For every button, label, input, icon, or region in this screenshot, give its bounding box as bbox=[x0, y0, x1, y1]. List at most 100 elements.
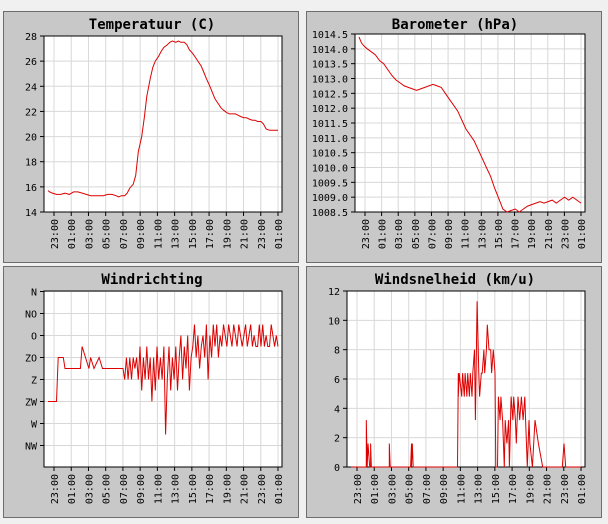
y-tick-label: 8 bbox=[334, 346, 340, 357]
y-tick-label: 12 bbox=[328, 287, 340, 298]
x-tick-label: 15:00 bbox=[491, 474, 502, 504]
x-tick-label: 01:00 bbox=[274, 474, 285, 504]
series-line bbox=[351, 301, 581, 468]
y-tick-label: 10 bbox=[328, 316, 340, 327]
plot-border bbox=[43, 290, 283, 468]
x-tick-label: 21:00 bbox=[544, 219, 555, 249]
y-tick-label: 2 bbox=[334, 434, 340, 445]
temperature-chart: Temperatuur (C) 14 16 18 20 22 24 26 28 23:00 01:0… bbox=[25, 17, 285, 249]
x-tick-label: 07:00 bbox=[422, 474, 433, 504]
x-tick-label: 11:00 bbox=[153, 474, 164, 504]
y-tick-label: 1012.5 bbox=[312, 89, 348, 100]
x-tick-label: 13:00 bbox=[171, 219, 182, 249]
x-tick-label: 09:00 bbox=[439, 474, 450, 504]
y-tick-label: 28 bbox=[25, 32, 37, 43]
plot-border bbox=[43, 35, 283, 213]
x-tick-label: 21:00 bbox=[543, 474, 554, 504]
wind-speed-panel: Windsnelheid (km/u) 0 2 4 6 8 10 12 23:00 01:00 03… bbox=[306, 266, 602, 518]
wind-direction-panel: Windrichting N NO O ZO Z ZW W NW 23:00 01:00 03:00 0… bbox=[3, 266, 299, 518]
barometer-chart: Barometer (hPa) 1008.5 1009.0 1009.5 1010.0 1… bbox=[312, 17, 588, 249]
x-tick-label: 03:00 bbox=[387, 474, 398, 504]
x-tick-label: 11:00 bbox=[153, 219, 164, 249]
grid bbox=[44, 291, 282, 467]
y-tick-label: 6 bbox=[334, 375, 340, 386]
plot-border bbox=[346, 290, 586, 468]
x-tick-label: 23:00 bbox=[560, 219, 571, 249]
plot-area bbox=[43, 35, 283, 213]
x-tick-label: 03:00 bbox=[84, 474, 95, 504]
x-tick-label: 13:00 bbox=[171, 474, 182, 504]
x-tick-label: 17:00 bbox=[508, 474, 519, 504]
x-tick-label: 17:00 bbox=[205, 474, 216, 504]
x-tick-label: 19:00 bbox=[222, 474, 233, 504]
x-tick-label: 23:00 bbox=[257, 219, 268, 249]
y-tick-label: 1014.0 bbox=[312, 45, 348, 56]
x-tick-label: 11:00 bbox=[456, 474, 467, 504]
x-tick-label: 21:00 bbox=[240, 219, 251, 249]
x-tick-label: 15:00 bbox=[494, 219, 505, 249]
y-tick-label: 1013.0 bbox=[312, 75, 348, 86]
y-tick-label: 1013.5 bbox=[312, 60, 348, 71]
x-tick-label: 17:00 bbox=[205, 219, 216, 249]
x-tick-label: 13:00 bbox=[477, 219, 488, 249]
chart-title: Barometer (hPa) bbox=[392, 17, 518, 33]
x-tick-label: 05:00 bbox=[405, 474, 416, 504]
x-tick-label: 05:00 bbox=[102, 219, 113, 249]
y-tick-label: 18 bbox=[25, 158, 37, 169]
x-tick-label: 17:00 bbox=[511, 219, 522, 249]
x-tick-label: 21:00 bbox=[240, 474, 251, 504]
y-tick-label: N bbox=[31, 288, 37, 299]
series-line bbox=[358, 36, 582, 213]
temperature-panel: Temperatuur (C) 14 16 18 20 22 24 26 28 23:00 01:0… bbox=[3, 11, 299, 263]
series-line bbox=[48, 324, 279, 435]
y-tick-label: 22 bbox=[25, 107, 37, 118]
barometer-panel: Barometer (hPa) 1008.5 1009.0 1009.5 1010.0 1… bbox=[306, 11, 602, 263]
y-tick-label: 1010.0 bbox=[312, 164, 348, 175]
y-tick-label: ZW bbox=[25, 398, 38, 409]
chart-title: Windrichting bbox=[101, 272, 202, 288]
x-tick-label: 01:00 bbox=[67, 219, 78, 249]
x-tick-label: 19:00 bbox=[527, 219, 538, 249]
y-tick-label: 0 bbox=[334, 463, 340, 474]
wind-speed-chart: Windsnelheid (km/u) 0 2 4 6 8 10 12 23:00 01:00 03… bbox=[328, 272, 588, 504]
y-tick-label: W bbox=[31, 420, 38, 431]
x-tick-label: 19:00 bbox=[222, 219, 233, 249]
x-tick-label: 03:00 bbox=[84, 219, 95, 249]
y-tick-label: 1014.5 bbox=[312, 30, 348, 41]
series-line bbox=[47, 40, 278, 198]
y-tick-label: NW bbox=[25, 442, 38, 453]
wind-direction-chart: Windrichting N NO O ZO Z ZW W NW 23:00 01:00 03:00 0… bbox=[25, 272, 285, 504]
y-tick-label: 1012.0 bbox=[312, 104, 348, 115]
x-tick-label: 23:00 bbox=[50, 474, 61, 504]
chart-title: Temperatuur (C) bbox=[89, 17, 215, 33]
x-tick-label: 05:00 bbox=[102, 474, 113, 504]
x-tick-label: 09:00 bbox=[136, 474, 147, 504]
x-tick-label: 15:00 bbox=[188, 219, 199, 249]
y-tick-label: 26 bbox=[25, 57, 37, 68]
x-tick-label: 07:00 bbox=[119, 474, 130, 504]
x-tick-label: 19:00 bbox=[525, 474, 536, 504]
x-tick-label: 01:00 bbox=[274, 219, 285, 249]
x-tick-label: 03:00 bbox=[394, 219, 405, 249]
x-tick-label: 07:00 bbox=[119, 219, 130, 249]
x-tick-label: 01:00 bbox=[577, 474, 588, 504]
y-tick-label: 20 bbox=[25, 133, 37, 144]
x-tick-label: 05:00 bbox=[411, 219, 422, 249]
x-tick-label: 15:00 bbox=[188, 474, 199, 504]
x-tick-label: 11:00 bbox=[461, 219, 472, 249]
x-tick-label: 23:00 bbox=[257, 474, 268, 504]
x-tick-label: 09:00 bbox=[136, 219, 147, 249]
x-tick-label: 01:00 bbox=[67, 474, 78, 504]
y-tick-label: 1008.5 bbox=[312, 208, 348, 219]
x-tick-label: 13:00 bbox=[474, 474, 485, 504]
x-tick-label: 23:00 bbox=[353, 474, 364, 504]
y-tick-label: 24 bbox=[25, 82, 37, 93]
x-tick-label: 07:00 bbox=[427, 219, 438, 249]
plot-border bbox=[354, 33, 586, 213]
y-tick-label: 1011.0 bbox=[312, 134, 348, 145]
chart-title: Windsnelheid (km/u) bbox=[375, 272, 535, 288]
y-tick-label: 1009.0 bbox=[312, 193, 348, 204]
y-tick-label: 1011.5 bbox=[312, 119, 348, 130]
x-tick-label: 01:00 bbox=[577, 219, 588, 249]
x-tick-label: 09:00 bbox=[444, 219, 455, 249]
